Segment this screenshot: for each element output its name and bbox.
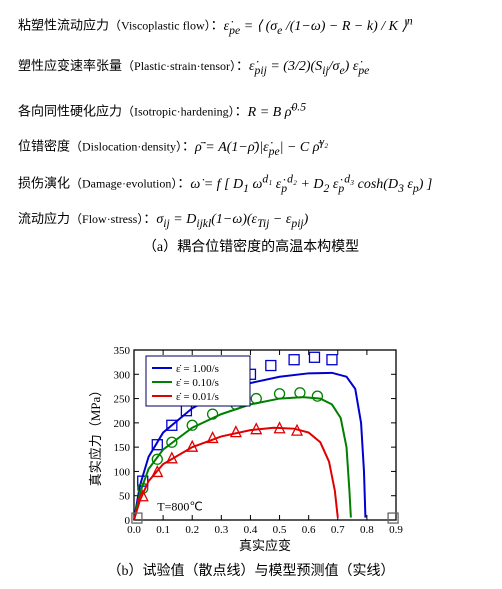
eq-label-en: （Plastic·strain·tensor） <box>122 59 236 73</box>
eq-label-en: （Dislocation·density） <box>70 140 182 154</box>
eq-label-zh: 流动应力 <box>18 211 70 226</box>
xtick-label: 0.2 <box>185 524 199 536</box>
legend-label-2: ε̇ = 0.01/s <box>176 391 219 403</box>
xtick-label: 0.3 <box>214 524 228 536</box>
xtick-label: 0.0 <box>127 524 141 536</box>
eq-label-zh: 位错密度 <box>18 139 70 154</box>
eq-label-zh: 损伤演化 <box>18 176 70 191</box>
xtick-label: 0.8 <box>360 524 374 536</box>
eq-label-en: （Flow·stress） <box>70 212 143 226</box>
ytick-label: 200 <box>114 418 131 430</box>
ytick-label: 100 <box>114 466 131 478</box>
legend-label-1: ε̇ = 0.10/s <box>176 377 219 389</box>
eq-label-zh: 粘塑性流动应力 <box>18 18 109 33</box>
eq-math: R = B ρ̄0.5 <box>248 105 306 120</box>
ytick-label: 350 <box>114 345 131 357</box>
equation-1: 塑性应变速率张量（Plastic·strain·tensor）：ε̇pij = … <box>18 55 490 77</box>
stress-strain-chart: 0501001502002503003500.00.10.20.30.40.50… <box>86 342 406 552</box>
xtick-label: 0.6 <box>302 524 316 536</box>
eq-math: ω̇ = f [ D1 ωd₁ ε̇pd₂ + D2 ε̇pd₃ cosh(D3… <box>190 177 432 192</box>
eq-label-en: （Damage·evolution） <box>70 177 177 191</box>
equation-4: 损伤演化（Damage·evolution）：ω̇ = f [ D1 ωd₁ ε… <box>18 172 490 194</box>
ytick-label: 150 <box>114 442 131 454</box>
eq-label-en: （Isotropic·hardening） <box>122 105 235 119</box>
caption-a: （a）耦合位错密度的高温本构模型 <box>0 236 502 256</box>
xlabel: 真实应变 <box>239 538 291 552</box>
eq-label-en: （Viscoplastic flow） <box>109 19 211 33</box>
legend-label-0: ε̇ = 1.00/s <box>176 363 219 375</box>
equation-3: 位错密度（Dislocation·density）：ρ̄̇ = A(1−ρ̄)|… <box>18 135 490 157</box>
ytick-label: 50 <box>119 491 131 503</box>
eq-math: ε̇pe = ⟨ (σe /(1−ω) − R − k) / K ⟩n <box>224 19 413 34</box>
eq-label-zh: 塑性应变速率张量 <box>18 58 122 73</box>
xtick-label: 0.9 <box>389 524 403 536</box>
ylabel: 真实应力（MPa） <box>88 384 103 487</box>
xtick-label: 0.7 <box>331 524 345 536</box>
equation-0: 粘塑性流动应力（Viscoplastic flow）：ε̇pe = ⟨ (σe … <box>18 14 490 36</box>
xtick-label: 0.5 <box>273 524 287 536</box>
equation-2: 各向同性硬化应力（Isotropic·hardening）：R = B ρ̄0.… <box>18 100 490 121</box>
eq-math: ε̇pij = (3/2)(Sij/σe) ε̇pe <box>249 59 369 74</box>
caption-b: （b）试验值（散点线）与模型预测值（实线） <box>0 560 502 580</box>
ytick-label: 300 <box>114 369 131 381</box>
eq-math: σij = Dijkl(1−ω)(εTij − εpij) <box>156 212 308 227</box>
eq-label-zh: 各向同性硬化应力 <box>18 104 122 119</box>
xtick-label: 0.4 <box>244 524 258 536</box>
ytick-label: 250 <box>114 394 131 406</box>
eq-math: ρ̄̇ = A(1−ρ̄)|ε̇pe| − C ρ̄γ₂ <box>195 140 328 155</box>
temp-label: T=800℃ <box>157 499 203 513</box>
xtick-label: 0.1 <box>156 524 170 536</box>
equation-5: 流动应力（Flow·stress）：σij = Dijkl(1−ω)(εTij … <box>18 208 490 230</box>
